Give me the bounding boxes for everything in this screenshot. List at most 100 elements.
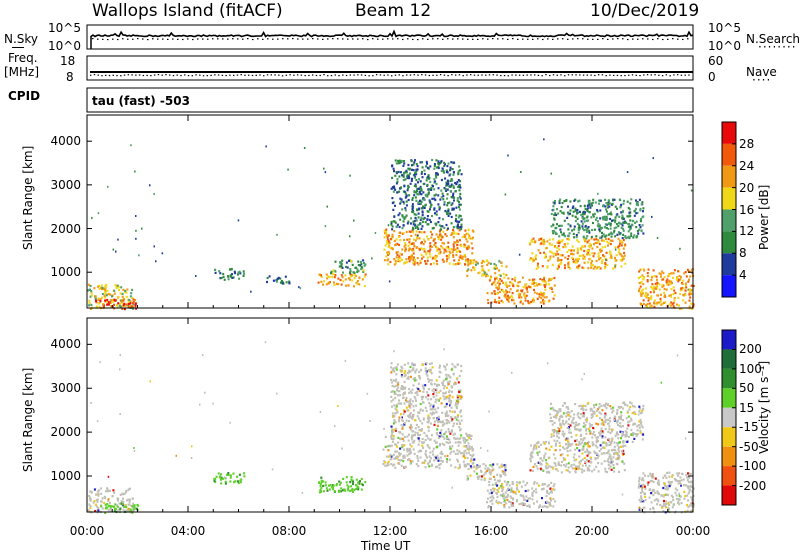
heatmap-cell	[619, 242, 621, 245]
nsearch-dot	[337, 38, 339, 40]
heatmap-cell	[406, 174, 409, 177]
heatmap-cell	[426, 374, 429, 377]
heatmap-cell	[501, 489, 504, 492]
nave-dot	[127, 74, 130, 76]
heatmap-cell	[363, 285, 366, 288]
heatmap-cell	[427, 193, 430, 196]
heatmap-cell	[457, 179, 460, 182]
heatmap-cell	[532, 237, 535, 240]
heatmap-cell	[598, 406, 601, 409]
heatmap-cell	[553, 284, 556, 287]
heatmap-cell	[571, 443, 574, 446]
heatmap-cell	[459, 226, 462, 229]
heatmap-cell	[414, 159, 416, 162]
heatmap-cell	[668, 280, 671, 283]
heatmap-cell	[483, 260, 486, 263]
heatmap-cell	[624, 430, 627, 433]
heatmap-cell	[574, 207, 577, 210]
heatmap-cell	[534, 256, 537, 259]
heatmap-cell	[469, 465, 472, 468]
heatmap-cell	[388, 244, 391, 247]
heatmap-cell	[620, 445, 622, 448]
heatmap-cell	[387, 242, 390, 245]
heatmap-cell	[129, 487, 131, 490]
heatmap-cell	[532, 297, 535, 300]
heatmap-cell	[626, 434, 629, 437]
heatmap-cell	[412, 223, 415, 226]
heatmap-cell	[435, 466, 437, 469]
heatmap-cell	[622, 419, 625, 422]
nsearch-dot	[137, 38, 139, 40]
heatmap-cell	[460, 223, 463, 226]
heatmap-cell	[446, 228, 449, 231]
heatmap-cell	[532, 280, 535, 283]
heatmap-cell	[555, 416, 558, 419]
heatmap-cell	[589, 431, 592, 434]
heatmap-cell	[437, 436, 440, 439]
heatmap-cell	[422, 446, 424, 449]
heatmap-cell	[488, 492, 491, 495]
heatmap-cell	[435, 411, 438, 414]
heatmap-cell	[504, 502, 507, 505]
scatter-echo	[687, 288, 689, 291]
heatmap-cell	[418, 417, 420, 420]
heatmap-cell	[408, 230, 411, 233]
nave-dot	[590, 74, 592, 76]
heatmap-cell	[109, 301, 112, 304]
heatmap-cell	[411, 430, 414, 433]
heatmap-cell	[667, 487, 670, 490]
scatter-echo	[135, 237, 137, 240]
heatmap-cell	[429, 263, 432, 266]
heatmap-cell	[629, 225, 632, 228]
nave-dot	[157, 74, 160, 76]
heatmap-cell	[667, 506, 670, 509]
heatmap-cell	[562, 412, 565, 415]
nsearch-dot	[412, 38, 414, 41]
heatmap-cell	[467, 268, 470, 271]
heatmap-cell	[498, 260, 501, 263]
heatmap-cell	[533, 278, 536, 281]
heatmap-cell	[522, 286, 525, 289]
heatmap-cell	[594, 218, 597, 221]
heatmap-cell	[427, 394, 430, 397]
heatmap-cell	[387, 253, 389, 256]
heatmap-cell	[603, 255, 606, 258]
heatmap-cell	[543, 505, 546, 508]
heatmap-cell	[98, 287, 101, 290]
heatmap-cell	[528, 505, 531, 509]
nsearch-dot	[567, 38, 569, 40]
heatmap-cell	[688, 293, 691, 296]
heatmap-cell	[345, 265, 348, 268]
heatmap-cell	[599, 209, 602, 212]
heatmap-cell	[676, 472, 679, 475]
heatmap-cell	[511, 299, 513, 302]
scatter-echo	[135, 229, 137, 232]
heatmap-cell	[557, 432, 560, 435]
heatmap-cell	[509, 500, 512, 503]
heatmap-cell	[644, 487, 647, 490]
heatmap-cell	[638, 480, 640, 483]
heatmap-cell	[237, 480, 239, 483]
heatmap-cell	[357, 260, 360, 263]
heatmap-cell	[447, 247, 450, 250]
heatmap-cell	[617, 251, 620, 254]
heatmap-cell	[558, 235, 561, 238]
heatmap-cell	[594, 241, 597, 245]
heatmap-cell	[394, 221, 397, 224]
heatmap-cell	[607, 222, 610, 225]
heatmap-cell	[431, 233, 434, 236]
heatmap-cell	[553, 213, 556, 217]
nsearch-dot	[437, 38, 439, 40]
heatmap-cell	[134, 302, 137, 305]
heatmap-cell	[680, 307, 683, 310]
heatmap-cell	[640, 303, 643, 306]
nsearch-dot	[187, 38, 189, 40]
heatmap-cell	[391, 368, 394, 372]
heatmap-cell	[107, 499, 110, 502]
heatmap-cell	[443, 226, 446, 229]
heatmap-cell	[586, 467, 589, 470]
heatmap-cell	[443, 455, 446, 458]
heatmap-cell	[356, 280, 359, 283]
heatmap-cell	[425, 362, 428, 365]
heatmap-cell	[550, 286, 553, 289]
